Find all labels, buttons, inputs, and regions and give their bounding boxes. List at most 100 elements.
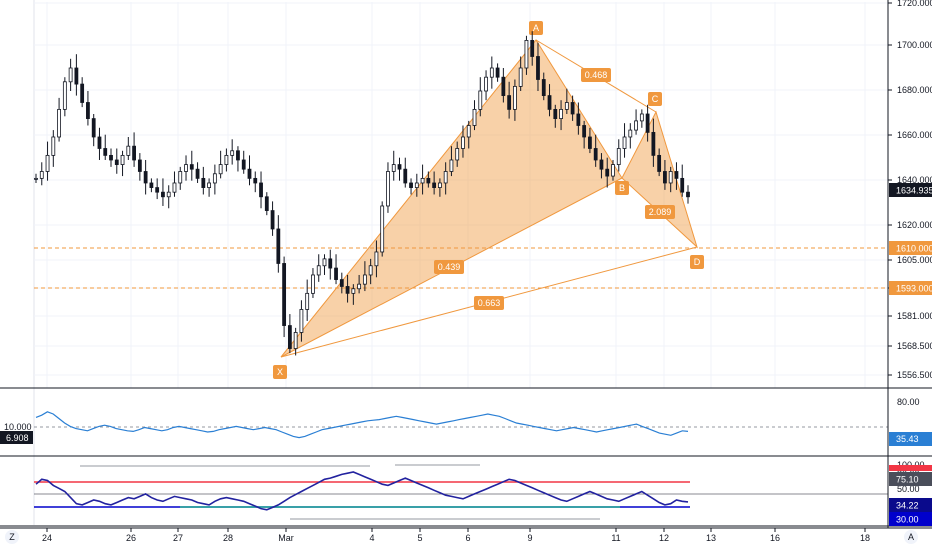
timezone-button[interactable] [5, 530, 19, 544]
candle-body [536, 56, 540, 80]
pattern-ratio-badge[interactable] [474, 296, 504, 310]
x-tick-label: 16 [770, 533, 780, 543]
y-tick-label: 1700.000 [897, 40, 932, 50]
pattern-ratio-label: 0.663 [478, 298, 501, 308]
candle-body [403, 168, 408, 184]
osc1-left-badge-label: 6.908 [6, 433, 29, 443]
pattern-point-badge[interactable] [648, 92, 662, 106]
candle-body [386, 171, 390, 207]
axes [0, 0, 932, 529]
pattern-point-badge[interactable] [273, 365, 287, 379]
x-tick-label: 18 [860, 533, 870, 543]
pattern-point-label: D [694, 257, 701, 267]
pattern-ratio-label: 2.089 [649, 207, 672, 217]
x-tick-label: 6 [465, 533, 470, 543]
candle-body [507, 95, 512, 110]
y-tick-label: 1605.000 [897, 255, 932, 265]
candle-body [663, 171, 667, 184]
candle-body [530, 40, 535, 57]
osc1-current-badge [889, 432, 932, 446]
pattern-ratio-badge[interactable] [645, 205, 675, 219]
y-tick-label: 1660.000 [897, 130, 932, 140]
pattern-ratio-badge[interactable] [581, 68, 611, 82]
candle-body [178, 171, 183, 184]
x-tick-label: Mar [278, 533, 294, 543]
candle-body [432, 182, 437, 188]
pattern-ratio-label: 0.439 [438, 262, 461, 272]
candle-body [155, 187, 160, 193]
candle-body [611, 164, 615, 177]
candle-body [166, 191, 171, 198]
candle-body [362, 274, 367, 285]
y-tick-label: 1720.000 [897, 0, 932, 8]
osc2-value-badge [889, 512, 932, 526]
candle-body [161, 191, 165, 198]
candle-body [114, 159, 119, 165]
x-tick-label: 26 [126, 533, 136, 543]
candle-body [74, 67, 79, 85]
candle-body [126, 145, 131, 156]
candle-body [374, 251, 379, 267]
candle-body [668, 171, 673, 184]
osc2-value-badge [889, 498, 932, 512]
horizontal-levels[interactable] [34, 247, 888, 289]
candle-body [45, 154, 50, 172]
candle-body [588, 136, 592, 149]
candle-body [357, 283, 362, 290]
candle-body [172, 182, 177, 193]
candle-body [420, 177, 425, 184]
candle-body [253, 177, 258, 184]
candle-body [501, 76, 506, 96]
y-tick-label: 1581.000 [897, 311, 932, 321]
candle-body [305, 292, 310, 310]
pattern-point-label: X [277, 367, 283, 377]
auto-scale-button[interactable] [904, 530, 918, 544]
oscillator-1-pane [34, 411, 888, 439]
candle-body [368, 265, 373, 276]
y-tick-label: 1680.000 [897, 85, 932, 95]
level-price-label: 1610.000 [896, 244, 932, 254]
candle-body [311, 274, 315, 294]
candle-body [241, 159, 246, 170]
candle-body [495, 67, 500, 78]
candle-body [264, 196, 269, 211]
candle-body [576, 113, 581, 126]
osc2-value-badge [889, 472, 932, 486]
candle-body [97, 136, 102, 149]
pattern-point-badge[interactable] [615, 181, 629, 195]
candle-body [299, 309, 304, 333]
candle-body [132, 145, 136, 161]
last-price-badge [889, 183, 932, 197]
candle-body [489, 67, 494, 78]
candle-body [293, 332, 298, 349]
candle-body [137, 159, 142, 172]
osc2-value-label: 30.00 [896, 515, 919, 525]
candle-body [437, 182, 442, 188]
candle-body [426, 177, 431, 184]
candle-body [149, 182, 154, 188]
pattern-point-label: B [619, 183, 625, 193]
candle-body [276, 228, 281, 264]
candle-body [339, 279, 344, 287]
pattern-ratio-badge[interactable] [434, 260, 464, 274]
x-tick-label: 13 [706, 533, 716, 543]
candle-body [553, 108, 558, 119]
candle-body [62, 81, 67, 110]
price-candles [34, 31, 690, 356]
candle-body [236, 150, 240, 161]
candle-body [391, 164, 396, 172]
candle-body [212, 173, 217, 184]
candle-body [259, 182, 263, 198]
level-price-label: 1593.000 [896, 284, 932, 294]
pattern-ratio-label: 0.468 [585, 70, 608, 80]
candle-body [109, 154, 113, 161]
pattern-point-badge[interactable] [690, 255, 704, 269]
candle-body [513, 85, 517, 110]
grid [0, 0, 932, 527]
candle-body [680, 177, 685, 193]
candle-body [455, 148, 460, 161]
candle-body [461, 136, 465, 149]
x-tick-label: 12 [659, 533, 669, 543]
candle-body [524, 40, 529, 69]
